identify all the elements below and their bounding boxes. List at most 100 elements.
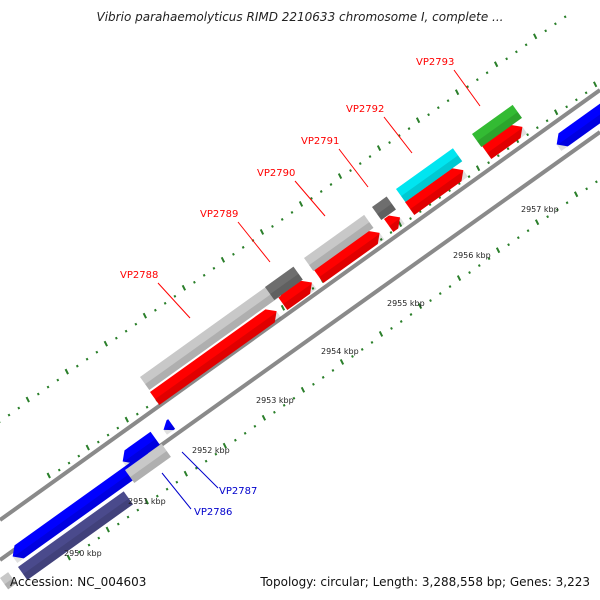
scale-tick xyxy=(358,162,362,165)
scale-tick xyxy=(535,126,539,130)
scale-tick xyxy=(202,273,206,277)
scale-tick xyxy=(87,543,91,547)
scale-tick xyxy=(194,466,198,470)
scale-tick xyxy=(77,454,81,458)
kbp-label: 2954 kbp xyxy=(321,347,359,356)
scale-tick xyxy=(524,43,528,47)
scale-tick xyxy=(454,89,460,96)
gene-track-vp2792[interactable] xyxy=(396,148,463,203)
reverse-gene-vp2786[interactable] xyxy=(8,451,156,564)
forward-gene-vp2789[interactable] xyxy=(278,276,317,311)
gene-track-vp2787[interactable] xyxy=(125,443,171,484)
scale-tick xyxy=(142,312,148,319)
scale-tick xyxy=(553,109,559,116)
scale-tick xyxy=(407,127,411,131)
scale-tick xyxy=(351,354,354,358)
scale-tick xyxy=(475,78,479,82)
forward-gene-vp2788[interactable] xyxy=(150,305,282,406)
scale-tick xyxy=(349,169,352,172)
reverse-gene-vp2787[interactable] xyxy=(118,431,160,469)
forward-gene-vp2792[interactable] xyxy=(405,164,468,216)
scale-tick xyxy=(370,341,374,344)
scale-tick xyxy=(145,405,149,409)
gene-track-vp2793[interactable] xyxy=(472,104,522,148)
gene-label-vp2791[interactable]: VP2791 xyxy=(301,136,339,147)
scale-tick xyxy=(136,508,140,512)
scale-tick xyxy=(526,229,530,233)
gene-track-vp2786[interactable] xyxy=(17,491,134,581)
gene-label-vp2789[interactable]: VP2789 xyxy=(200,209,238,220)
forward-gene-vp2793[interactable] xyxy=(482,120,528,160)
gene-track-edge[interactable] xyxy=(0,572,17,590)
scale-tick xyxy=(427,113,430,117)
kbp-label: 2950 kbp xyxy=(64,549,102,558)
scale-tick xyxy=(438,292,442,295)
scale-tick xyxy=(487,257,491,261)
scale-tick xyxy=(85,357,89,361)
reverse-gene-small[interactable] xyxy=(160,419,176,435)
scale-tick xyxy=(173,294,177,298)
callout-leader-line xyxy=(181,451,219,489)
reverse-gene-right-edge[interactable] xyxy=(552,103,600,152)
gene-label-vp2786[interactable]: VP2786 xyxy=(194,507,232,518)
scale-tick xyxy=(36,392,40,396)
scale-tick xyxy=(563,15,567,19)
forward-gene-vp2791[interactable] xyxy=(384,211,405,233)
backbone xyxy=(0,88,600,562)
scale-tick xyxy=(290,211,294,214)
scale-tick xyxy=(253,424,257,428)
scale-tick xyxy=(66,554,71,561)
scale-tick xyxy=(585,187,589,191)
scale-tick xyxy=(241,245,245,249)
scale-tick xyxy=(399,320,403,323)
scale-tick xyxy=(85,444,90,451)
gene-track-vp2790[interactable] xyxy=(304,214,374,272)
scale-tick xyxy=(126,515,130,519)
scale-tick xyxy=(534,219,540,226)
scale-tick xyxy=(584,91,588,95)
topology-summary: Topology: circular; Length: 3,288,558 bp… xyxy=(260,575,590,589)
callout-leader-line xyxy=(294,180,326,217)
scale-tick xyxy=(124,416,129,423)
gene-label-vp2788[interactable]: VP2788 xyxy=(120,270,158,281)
scale-tick xyxy=(565,201,569,205)
scale-tick xyxy=(144,498,149,505)
forward-gene-vp2790[interactable] xyxy=(314,226,385,284)
scale-tick xyxy=(312,382,315,386)
scale-tick xyxy=(116,522,120,526)
gene-label-vp2792[interactable]: VP2792 xyxy=(346,104,384,115)
scale-tick xyxy=(103,340,108,347)
scale-tick xyxy=(446,99,450,103)
scale-tick xyxy=(331,368,335,372)
scale-tick xyxy=(555,208,559,212)
scale-tick xyxy=(417,303,423,309)
scale-tick xyxy=(573,191,579,198)
gene-label-vp2790[interactable]: VP2790 xyxy=(257,168,295,179)
gene-track-vp2788[interactable] xyxy=(140,282,282,391)
scale-tick xyxy=(485,71,489,75)
gene-callouts: VP2786 VP2787 VP2788 VP2789 VP2790 VP2791 VP27… xyxy=(120,57,481,518)
scale-tick xyxy=(514,50,518,54)
scale-tick xyxy=(96,440,100,444)
scale-tick xyxy=(360,347,364,351)
gene-track-vp2789[interactable] xyxy=(265,266,303,301)
scale-tick xyxy=(378,331,384,337)
scale-tick xyxy=(546,215,549,219)
scale-tick xyxy=(487,161,490,165)
scale-tick xyxy=(181,284,187,291)
scale-tick xyxy=(116,426,120,430)
scale-tick xyxy=(415,117,421,124)
gene-label-vp2787[interactable]: VP2787 xyxy=(219,486,257,497)
scale-tick xyxy=(495,247,501,254)
scale-tick xyxy=(429,299,432,302)
scale-tick xyxy=(390,327,393,330)
map-title: Vibrio parahaemolyticus RIMD 2210633 chr… xyxy=(96,10,504,24)
scale-tick xyxy=(232,252,235,256)
kbp-scale-labels: 2950 kbp 2951 kbp 2952 kbp 2953 kbp 2954 kbp… xyxy=(64,205,559,558)
scale-tick xyxy=(475,165,481,172)
scale-tick xyxy=(222,442,228,449)
gene-track-vp2791[interactable] xyxy=(372,196,396,221)
callout-leader-line xyxy=(161,472,192,510)
gene-label-vp2793[interactable]: VP2793 xyxy=(416,57,454,68)
